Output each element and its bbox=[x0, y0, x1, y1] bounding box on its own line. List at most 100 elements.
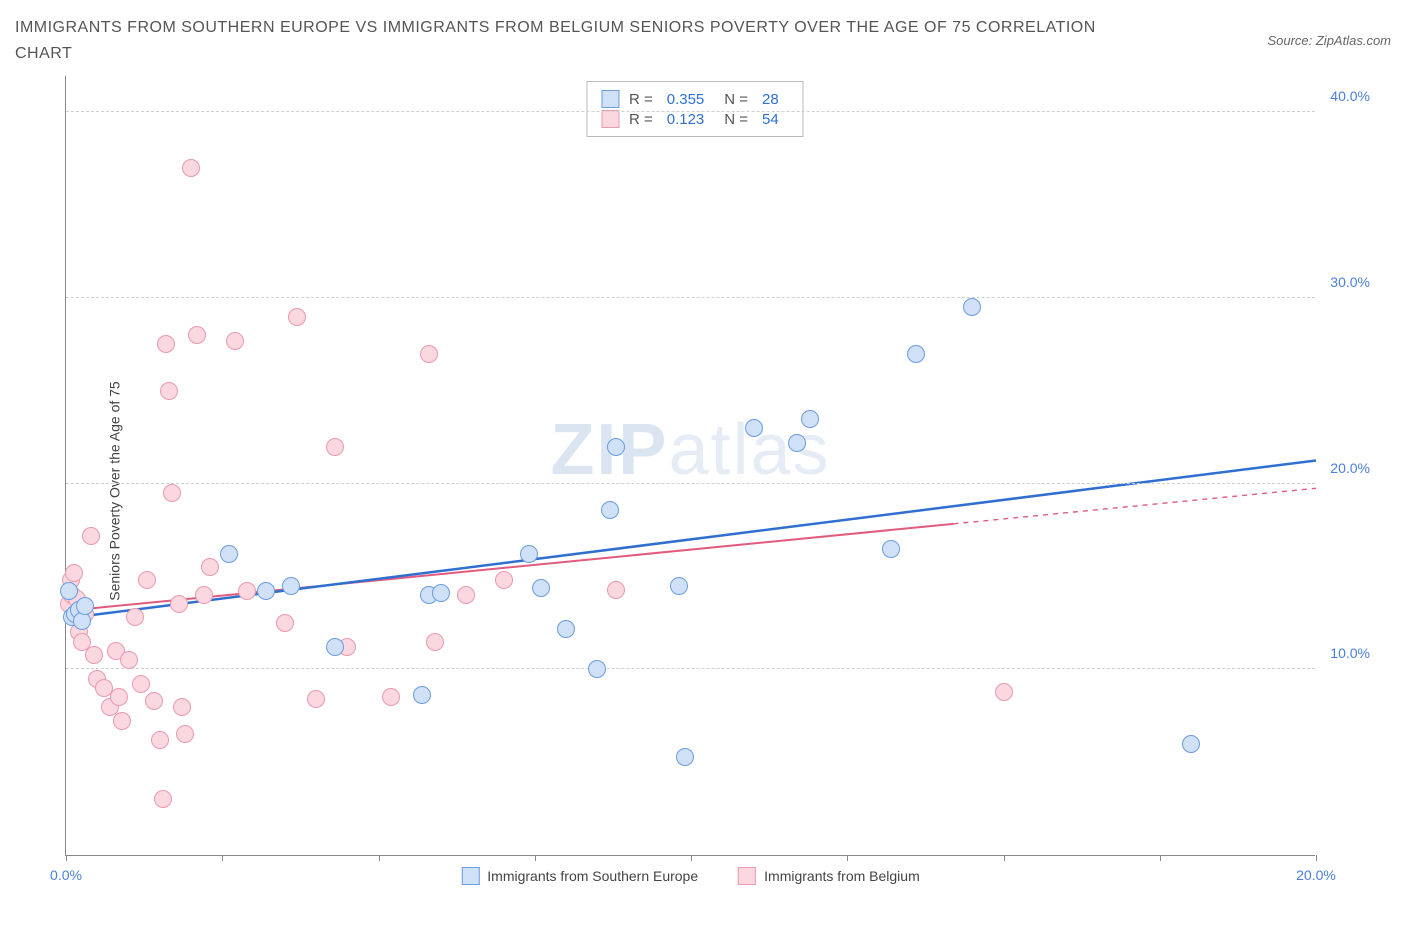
x-tick bbox=[1160, 855, 1161, 861]
data-point bbox=[288, 308, 306, 326]
gridline bbox=[66, 483, 1315, 484]
x-tick-label: 0.0% bbox=[50, 867, 82, 883]
y-tick-label: 10.0% bbox=[1330, 645, 1370, 661]
data-point bbox=[145, 692, 163, 710]
data-point bbox=[65, 564, 83, 582]
legend-item-belgium: Immigrants from Belgium bbox=[738, 867, 920, 885]
source-attribution: Source: ZipAtlas.com bbox=[1267, 33, 1391, 48]
data-point bbox=[557, 620, 575, 638]
data-point bbox=[201, 558, 219, 576]
data-point bbox=[801, 410, 819, 428]
data-point bbox=[607, 438, 625, 456]
n-label: N = bbox=[724, 111, 748, 128]
x-tick bbox=[535, 855, 536, 861]
swatch-belgium bbox=[601, 110, 619, 128]
x-tick bbox=[379, 855, 380, 861]
trend-lines bbox=[66, 76, 1316, 856]
swatch-southern-europe bbox=[461, 867, 479, 885]
data-point bbox=[326, 438, 344, 456]
data-point bbox=[276, 614, 294, 632]
n-value-southern-europe: 28 bbox=[762, 91, 779, 108]
stats-row-belgium: R = 0.123 N = 54 bbox=[601, 110, 789, 128]
y-tick-label: 30.0% bbox=[1330, 274, 1370, 290]
data-point bbox=[60, 582, 78, 600]
bottom-legend: Immigrants from Southern Europe Immigran… bbox=[461, 867, 919, 885]
x-tick-label: 20.0% bbox=[1296, 867, 1336, 883]
data-point bbox=[170, 595, 188, 613]
x-tick bbox=[222, 855, 223, 861]
x-tick bbox=[66, 855, 67, 861]
watermark: ZIPatlas bbox=[550, 409, 830, 491]
data-point bbox=[132, 675, 150, 693]
y-tick-label: 40.0% bbox=[1330, 88, 1370, 104]
gridline bbox=[66, 111, 1315, 112]
data-point bbox=[382, 688, 400, 706]
data-point bbox=[176, 725, 194, 743]
data-point bbox=[426, 633, 444, 651]
data-point bbox=[413, 686, 431, 704]
data-point bbox=[113, 712, 131, 730]
n-label: N = bbox=[724, 91, 748, 108]
data-point bbox=[495, 571, 513, 589]
x-tick bbox=[847, 855, 848, 861]
data-point bbox=[907, 345, 925, 363]
data-point bbox=[138, 571, 156, 589]
data-point bbox=[607, 581, 625, 599]
gridline bbox=[66, 668, 1315, 669]
data-point bbox=[282, 577, 300, 595]
x-tick bbox=[691, 855, 692, 861]
data-point bbox=[126, 608, 144, 626]
stats-row-southern-europe: R = 0.355 N = 28 bbox=[601, 90, 789, 108]
data-point bbox=[182, 159, 200, 177]
data-point bbox=[82, 527, 100, 545]
y-tick-label: 20.0% bbox=[1330, 460, 1370, 476]
data-point bbox=[788, 434, 806, 452]
data-point bbox=[220, 545, 238, 563]
data-point bbox=[745, 419, 763, 437]
data-point bbox=[326, 638, 344, 656]
data-point bbox=[76, 597, 94, 615]
legend-label-southern-europe: Immigrants from Southern Europe bbox=[487, 868, 698, 884]
data-point bbox=[670, 577, 688, 595]
data-point bbox=[963, 298, 981, 316]
plot-area: ZIPatlas R = 0.355 N = 28 R = 0.123 N = … bbox=[65, 76, 1315, 856]
x-tick bbox=[1004, 855, 1005, 861]
data-point bbox=[226, 332, 244, 350]
r-value-southern-europe: 0.355 bbox=[667, 91, 705, 108]
gridline bbox=[66, 297, 1315, 298]
stats-legend-box: R = 0.355 N = 28 R = 0.123 N = 54 bbox=[586, 81, 804, 137]
data-point bbox=[238, 582, 256, 600]
data-point bbox=[588, 660, 606, 678]
chart-title: IMMIGRANTS FROM SOUTHERN EUROPE VS IMMIG… bbox=[15, 15, 1115, 66]
r-label: R = bbox=[629, 111, 653, 128]
data-point bbox=[163, 484, 181, 502]
swatch-southern-europe bbox=[601, 90, 619, 108]
x-tick bbox=[1316, 855, 1317, 861]
data-point bbox=[1182, 735, 1200, 753]
data-point bbox=[457, 586, 475, 604]
data-point bbox=[188, 326, 206, 344]
data-point bbox=[157, 335, 175, 353]
data-point bbox=[154, 790, 172, 808]
data-point bbox=[432, 584, 450, 602]
chart-container: Seniors Poverty Over the Age of 75 ZIPat… bbox=[15, 76, 1391, 906]
data-point bbox=[195, 586, 213, 604]
data-point bbox=[173, 698, 191, 716]
data-point bbox=[110, 688, 128, 706]
legend-item-southern-europe: Immigrants from Southern Europe bbox=[461, 867, 698, 885]
data-point bbox=[307, 690, 325, 708]
data-point bbox=[676, 748, 694, 766]
data-point bbox=[257, 582, 275, 600]
data-point bbox=[120, 651, 138, 669]
n-value-belgium: 54 bbox=[762, 111, 779, 128]
data-point bbox=[995, 683, 1013, 701]
legend-label-belgium: Immigrants from Belgium bbox=[764, 868, 920, 884]
data-point bbox=[151, 731, 169, 749]
data-point bbox=[85, 646, 103, 664]
r-value-belgium: 0.123 bbox=[667, 111, 705, 128]
data-point bbox=[160, 382, 178, 400]
swatch-belgium bbox=[738, 867, 756, 885]
data-point bbox=[601, 501, 619, 519]
r-label: R = bbox=[629, 91, 653, 108]
data-point bbox=[882, 540, 900, 558]
